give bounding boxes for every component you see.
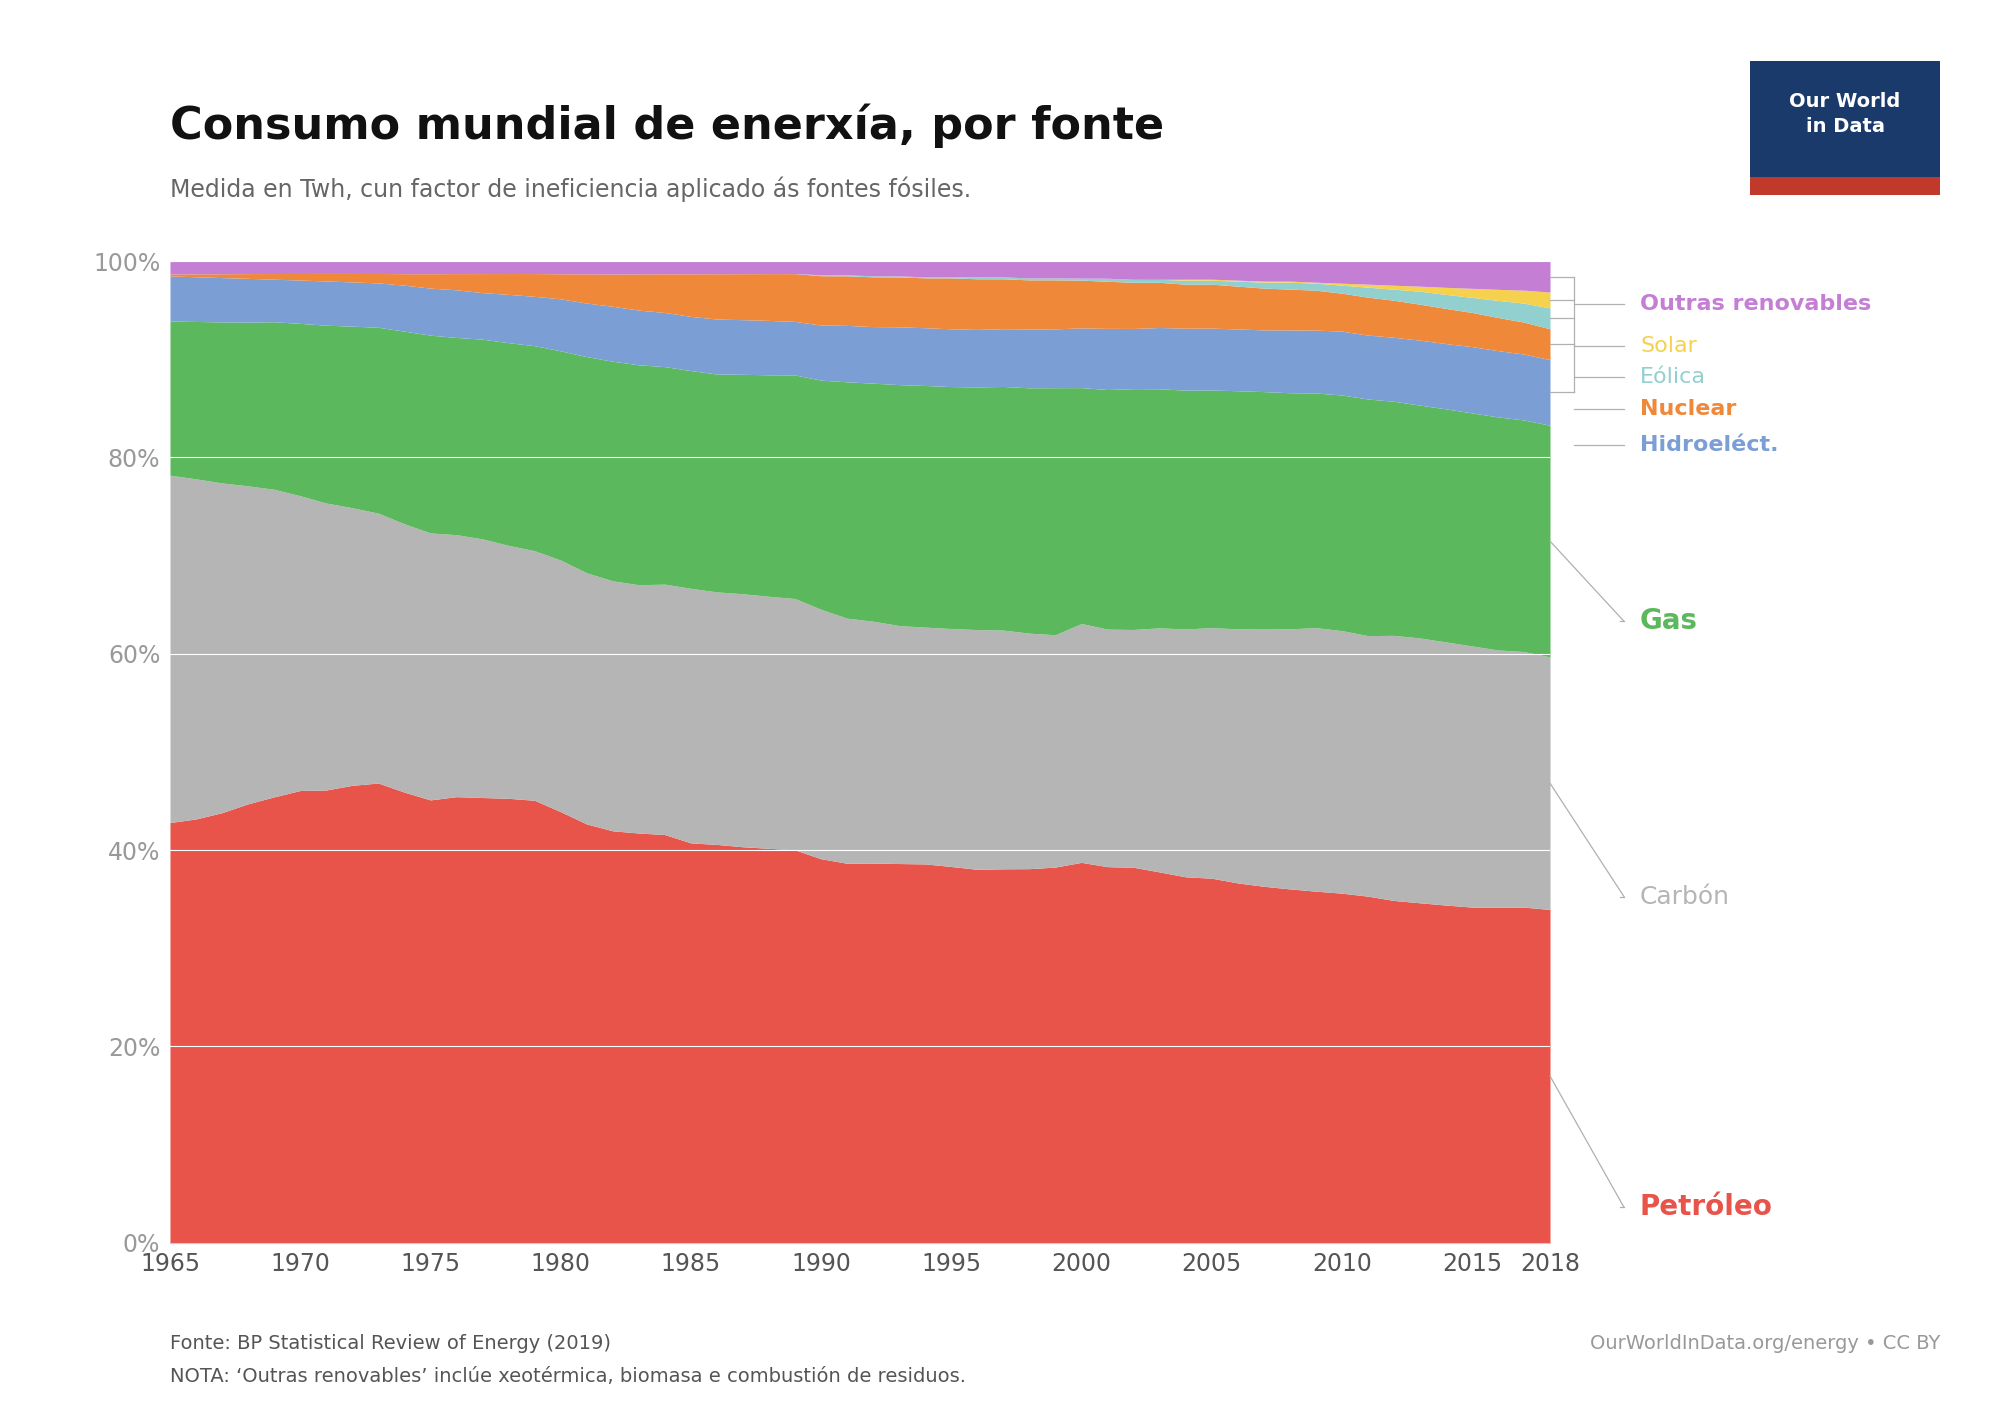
Text: Consumo mundial de enerxía, por fonte: Consumo mundial de enerxía, por fonte: [170, 103, 1164, 148]
Text: Gas: Gas: [1640, 607, 1698, 635]
Text: Medida en Twh, cun factor de ineficiencia aplicado ás fontes fósiles.: Medida en Twh, cun factor de ineficienci…: [170, 176, 972, 202]
Text: Outras renovables: Outras renovables: [1640, 294, 1872, 313]
Bar: [1750, 178, 1940, 195]
Text: Petróleo: Petróleo: [1640, 1193, 1772, 1221]
Text: Carbón: Carbón: [1640, 885, 1730, 908]
FancyBboxPatch shape: [1750, 61, 1940, 195]
Text: Our World
in Data: Our World in Data: [1790, 92, 1900, 137]
Text: Fonte: BP Statistical Review of Energy (2019): Fonte: BP Statistical Review of Energy (…: [170, 1334, 612, 1353]
Text: NOTA: ‘Outras renovables’ inclúe xeotérmica, biomasa e combustión de residuos.: NOTA: ‘Outras renovables’ inclúe xeotérm…: [170, 1367, 966, 1385]
Text: Hidroeléct.: Hidroeléct.: [1640, 435, 1778, 455]
Text: Eólica: Eólica: [1640, 367, 1706, 387]
Text: Solar: Solar: [1640, 336, 1696, 356]
Text: Nuclear: Nuclear: [1640, 400, 1736, 419]
Text: OurWorldInData.org/energy • CC BY: OurWorldInData.org/energy • CC BY: [1590, 1334, 1940, 1353]
